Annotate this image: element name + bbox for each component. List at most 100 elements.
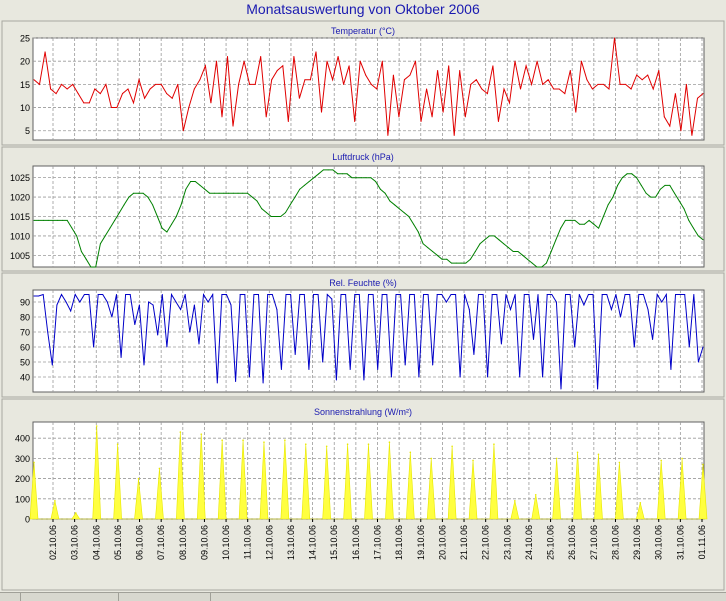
data-point <box>170 294 172 295</box>
data-point <box>218 192 220 194</box>
data-point <box>221 439 223 441</box>
data-point <box>148 301 150 303</box>
data-point <box>55 93 57 95</box>
data-point <box>426 88 428 90</box>
x-tick-label: 20.10.06 <box>437 525 447 560</box>
data-point <box>280 216 282 217</box>
data-point <box>99 93 101 95</box>
data-point <box>188 107 190 109</box>
data-point <box>249 83 251 85</box>
data-point <box>593 223 595 225</box>
data-point <box>702 463 704 466</box>
data-point <box>455 262 457 264</box>
data-point <box>83 294 85 295</box>
data-point <box>50 88 52 90</box>
data-point <box>660 459 662 462</box>
data-point <box>588 219 590 221</box>
data-point <box>702 93 704 95</box>
data-point <box>227 56 229 58</box>
data-point <box>365 74 367 76</box>
data-point <box>253 294 255 295</box>
data-point <box>674 93 676 95</box>
data-point <box>422 243 424 245</box>
data-point <box>612 196 614 198</box>
data-point <box>284 212 286 214</box>
data-point <box>541 266 543 268</box>
data-point <box>325 445 328 448</box>
data-point <box>422 294 424 295</box>
data-point <box>33 219 35 221</box>
data-point <box>427 294 429 295</box>
data-point <box>239 294 241 295</box>
data-point <box>591 88 593 90</box>
data-point <box>487 376 489 378</box>
data-point <box>332 169 334 171</box>
status-bar <box>0 592 726 601</box>
data-point <box>308 369 310 370</box>
data-point <box>432 364 434 366</box>
data-point <box>432 250 434 252</box>
data-point <box>580 60 582 62</box>
data-point <box>702 239 704 241</box>
temperature-series <box>33 37 704 136</box>
data-point <box>445 301 447 303</box>
data-point <box>193 304 195 306</box>
data-point <box>579 223 581 225</box>
x-tick-label: 17.10.06 <box>373 525 383 560</box>
data-point <box>340 294 342 295</box>
data-point <box>498 239 500 241</box>
data-point <box>569 294 571 295</box>
data-point <box>384 192 386 194</box>
data-point <box>659 188 661 190</box>
data-point <box>363 379 365 381</box>
data-point <box>574 219 576 221</box>
data-point <box>409 294 411 295</box>
data-point <box>526 258 528 260</box>
data-point <box>235 381 237 382</box>
data-point <box>313 177 315 179</box>
data-point <box>546 294 548 295</box>
data-point <box>47 219 49 221</box>
data-point <box>400 294 402 295</box>
data-point <box>152 304 154 306</box>
x-tick-label: 21.10.06 <box>459 525 469 560</box>
data-point <box>74 294 76 295</box>
data-point <box>299 188 301 190</box>
data-point <box>459 69 461 71</box>
data-point <box>304 443 307 446</box>
data-point <box>308 181 310 183</box>
data-point <box>403 79 405 81</box>
data-point <box>60 294 62 295</box>
data-point <box>337 173 339 175</box>
data-point <box>322 361 324 363</box>
data-point <box>436 294 438 295</box>
data-point <box>95 425 98 427</box>
data-point <box>160 83 162 85</box>
data-point <box>702 346 704 348</box>
x-tick-label: 05.10.06 <box>113 525 123 560</box>
data-point <box>230 304 232 306</box>
data-point <box>185 188 187 190</box>
data-point <box>496 294 498 295</box>
y-tick-label: 20 <box>20 57 30 67</box>
data-point <box>453 134 455 136</box>
x-tick-label: 06.10.06 <box>135 525 145 560</box>
data-point <box>409 451 412 454</box>
data-point <box>331 298 333 300</box>
data-point <box>276 69 278 71</box>
data-point <box>464 116 466 118</box>
data-point <box>615 294 617 295</box>
x-tick-label: 04.10.06 <box>91 525 101 560</box>
data-point <box>558 88 560 90</box>
data-point <box>555 301 557 303</box>
data-point <box>652 339 654 340</box>
data-point <box>404 364 406 366</box>
data-point <box>125 294 127 295</box>
data-point <box>346 173 348 175</box>
y-tick-label: 15 <box>20 80 30 90</box>
x-tick-label: 08.10.06 <box>178 525 188 560</box>
data-point <box>248 376 250 378</box>
data-point <box>575 111 577 113</box>
data-point <box>475 79 477 81</box>
data-point <box>565 294 567 295</box>
